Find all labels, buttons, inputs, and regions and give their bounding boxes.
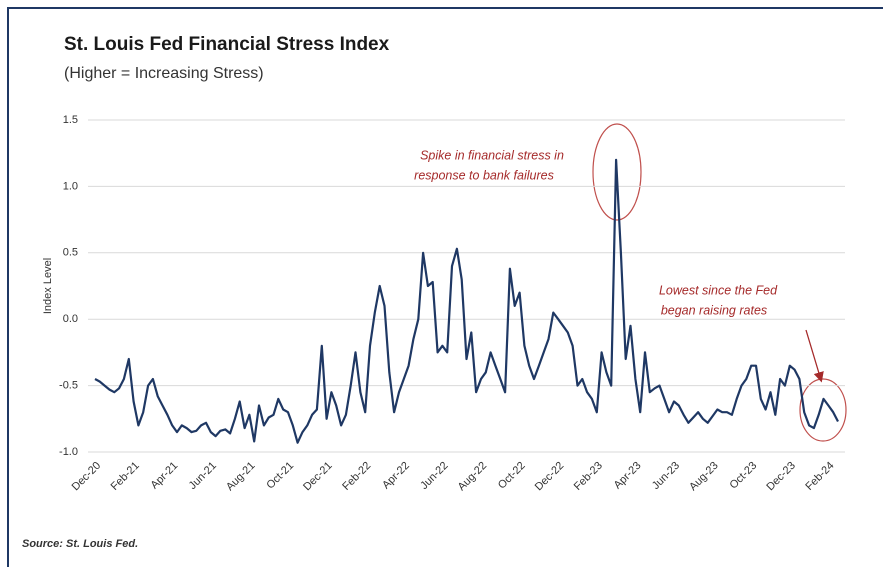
y-tick-label: -1.0 [59,446,78,458]
data-line [94,158,839,444]
y-axis-label: Index Level [42,258,54,314]
y-tick-label: 1.0 [63,180,78,192]
y-tick-label: 0.0 [63,313,78,325]
chart-title: St. Louis Fed Financial Stress Index [64,34,390,55]
frame [7,7,883,567]
chart-subtitle: (Higher = Increasing Stress) [64,65,264,82]
y-tick-label: 1.5 [63,114,78,126]
annotation: Spike in financial stress in [420,148,564,162]
annotation-arrow [805,329,824,383]
annotation: Lowest since the Fed [659,283,778,297]
y-tick-label: -0.5 [59,380,78,392]
annotation: response to bank failures [414,168,554,182]
highlight-ellipse [592,123,642,221]
annotation: began raising rates [661,303,767,317]
source: Source: St. Louis Fed. [22,538,138,550]
y-tick-label: 0.5 [63,247,78,259]
